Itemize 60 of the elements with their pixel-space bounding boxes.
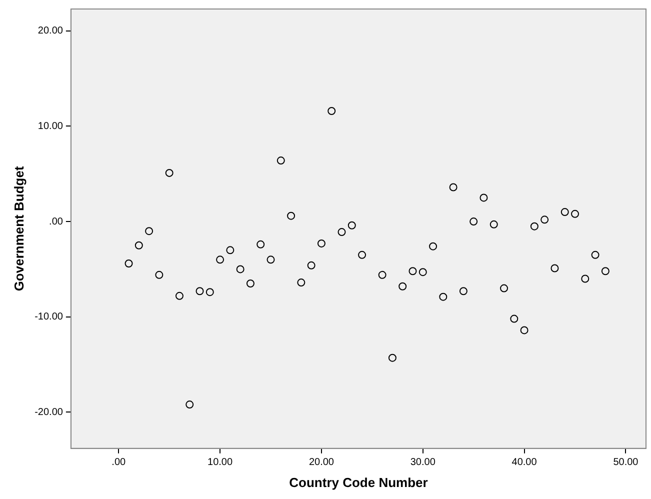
y-tick-label: -20.00 [34, 406, 64, 418]
point [297, 278, 306, 287]
x-tick-label: 30.00 [410, 457, 436, 468]
point [317, 239, 326, 248]
x-tick-label: .00 [112, 457, 126, 468]
point [459, 287, 468, 296]
x-tick-label: 20.00 [308, 457, 334, 468]
point [246, 280, 254, 288]
point [398, 282, 407, 290]
point [449, 183, 458, 192]
point [480, 194, 488, 202]
x-tick-label: 50.00 [613, 457, 639, 468]
point [328, 106, 336, 115]
point [439, 292, 448, 301]
y-axis-title: Government Budget [11, 166, 26, 292]
point [581, 274, 590, 283]
point [338, 228, 346, 236]
point [145, 227, 154, 236]
point [276, 156, 285, 165]
y-tick-label: 10.00 [38, 120, 64, 132]
point [601, 267, 610, 276]
point [550, 264, 559, 272]
point [186, 400, 194, 409]
point [530, 222, 538, 230]
point [510, 314, 518, 323]
point [236, 265, 244, 274]
point [540, 216, 549, 224]
point [520, 326, 528, 334]
point [124, 259, 133, 268]
point [591, 250, 600, 259]
point [175, 292, 184, 300]
point [307, 261, 316, 270]
x-tick-label: 10.00 [208, 457, 233, 468]
point [155, 270, 164, 279]
point [256, 240, 265, 248]
point [165, 168, 174, 177]
point [358, 250, 366, 259]
point [500, 284, 508, 292]
point [408, 267, 417, 276]
point [470, 218, 478, 226]
x-axis-title: Country Code Number [289, 474, 428, 490]
point [388, 354, 396, 362]
point [418, 268, 427, 276]
point [429, 242, 438, 250]
point [560, 208, 569, 216]
y-tick-label: 20.00 [38, 26, 64, 37]
point [571, 210, 580, 218]
point [226, 246, 234, 254]
point [490, 220, 498, 228]
point [348, 221, 356, 230]
point [216, 256, 224, 264]
point [134, 241, 143, 250]
x-tick-label: 40.00 [512, 457, 538, 468]
y-tick-label: -10.00 [34, 312, 64, 323]
point [266, 256, 275, 264]
point [287, 212, 296, 220]
y-tick-label: .00 [49, 216, 64, 228]
point [196, 287, 204, 296]
point [206, 288, 214, 296]
point [378, 270, 386, 279]
